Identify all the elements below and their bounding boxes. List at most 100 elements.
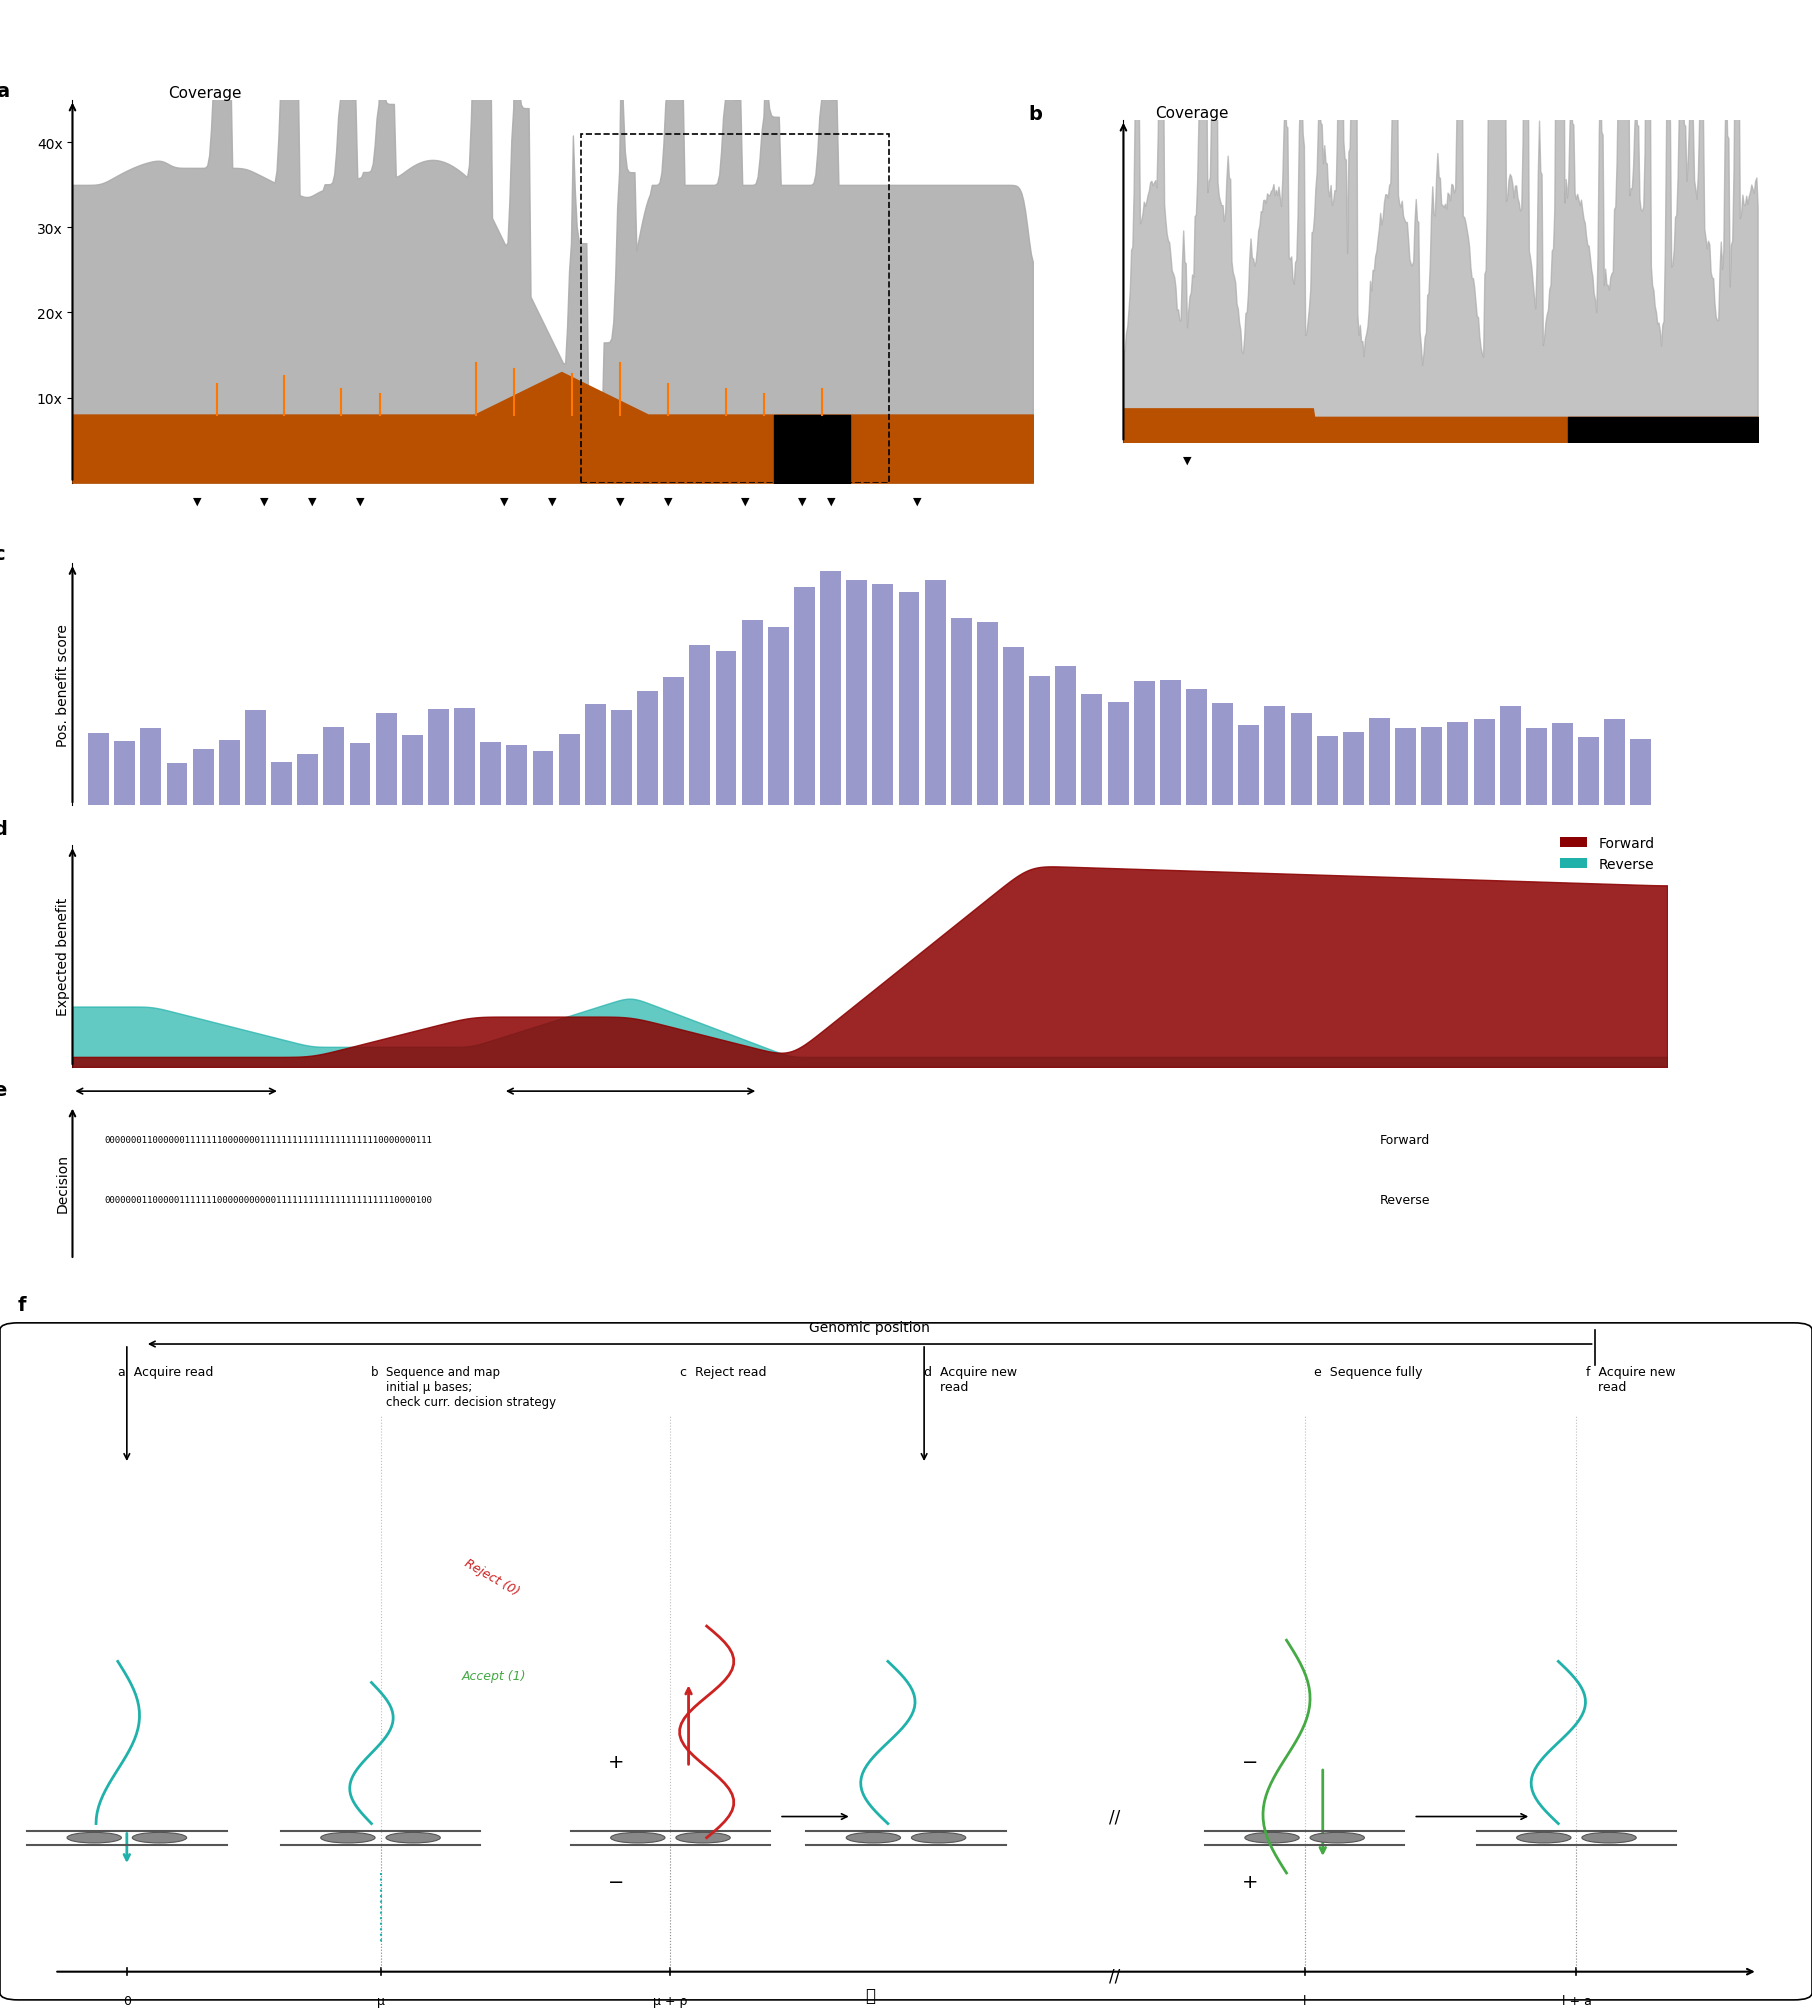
Bar (533, 755, 553, 806)
Bar (1160, 689, 1181, 806)
Bar (141, 737, 161, 806)
Text: μ + ρ: μ + ρ (654, 1994, 687, 2006)
Text: Forward: Forward (1381, 1134, 1430, 1146)
Bar (899, 584, 919, 806)
Ellipse shape (132, 1833, 187, 1843)
Text: −: − (607, 1873, 625, 1891)
Bar (1473, 705, 1495, 806)
Bar (741, 622, 763, 806)
Text: Genomic position: Genomic position (810, 1321, 930, 1333)
Text: μ: μ (377, 1994, 384, 2006)
Text: e  Sequence fully: e Sequence fully (1314, 1365, 1422, 1378)
Bar (1631, 721, 1651, 806)
Bar (951, 602, 971, 806)
Bar (1500, 719, 1520, 806)
Bar (558, 733, 580, 806)
Text: Coverage: Coverage (1156, 107, 1229, 121)
Text: ▼: ▼ (741, 495, 748, 506)
Bar (350, 731, 370, 806)
Bar (114, 749, 136, 806)
Bar (455, 729, 475, 806)
Bar (1029, 646, 1051, 806)
Text: b: b (1029, 105, 1042, 123)
Text: d: d (0, 820, 7, 838)
Bar (1448, 723, 1468, 806)
Bar (585, 697, 605, 806)
Ellipse shape (911, 1833, 966, 1843)
Text: ▼: ▼ (308, 495, 317, 506)
Bar (272, 749, 292, 806)
Bar (1343, 733, 1364, 806)
Text: ▼: ▼ (500, 495, 509, 506)
Bar (1317, 737, 1337, 806)
Bar (689, 646, 710, 806)
Bar (1107, 697, 1129, 806)
Text: ▼: ▼ (797, 495, 806, 506)
Bar (1055, 685, 1076, 806)
Bar (582, 135, 890, 483)
Bar (428, 707, 449, 806)
Bar (1526, 711, 1547, 806)
Bar (1238, 721, 1259, 806)
Text: +: + (1241, 1873, 1259, 1891)
Text: f: f (18, 1295, 27, 1313)
Text: a: a (0, 81, 9, 101)
Text: Accept (1): Accept (1) (462, 1670, 527, 1682)
Bar (1134, 681, 1154, 806)
Y-axis label: Decision: Decision (56, 1154, 69, 1212)
Y-axis label: Pos. benefit score: Pos. benefit score (56, 624, 69, 745)
Bar (846, 590, 868, 806)
Bar (1604, 715, 1625, 806)
Bar (1187, 717, 1207, 806)
Ellipse shape (1310, 1833, 1364, 1843)
Text: ▼: ▼ (913, 495, 922, 506)
Bar (821, 590, 841, 806)
Bar (1578, 735, 1598, 806)
Text: b  Sequence and map
    initial μ bases;
    check curr. decision strategy: b Sequence and map initial μ bases; chec… (371, 1365, 556, 1408)
Bar (297, 731, 319, 806)
Bar (1082, 671, 1102, 806)
Bar (977, 600, 998, 806)
Bar (506, 759, 527, 806)
Text: 0000000110000011111110000000000011111111111111111111110000100: 0000000110000011111110000000000011111111… (105, 1196, 433, 1204)
Text: ▼: ▼ (663, 495, 672, 506)
Ellipse shape (676, 1833, 730, 1843)
Ellipse shape (846, 1833, 901, 1843)
Text: ▼: ▼ (616, 495, 623, 506)
Ellipse shape (611, 1833, 665, 1843)
Bar (219, 719, 239, 806)
Text: //: // (1109, 1966, 1120, 1984)
Legend: Forward, Reverse: Forward, Reverse (1555, 830, 1660, 876)
Text: Reverse: Reverse (1381, 1194, 1430, 1206)
Ellipse shape (67, 1833, 121, 1843)
Text: ▼: ▼ (357, 495, 364, 506)
Text: d  Acquire new
    read: d Acquire new read (924, 1365, 1017, 1394)
Text: c: c (0, 544, 4, 564)
Ellipse shape (1245, 1833, 1299, 1843)
Bar (1290, 729, 1312, 806)
Ellipse shape (386, 1833, 440, 1843)
Text: f  Acquire new
   read: f Acquire new read (1586, 1365, 1674, 1394)
Bar (663, 646, 685, 806)
Bar (1421, 717, 1442, 806)
Text: ▼: ▼ (194, 495, 201, 506)
Bar (1553, 735, 1573, 806)
Bar (1212, 715, 1234, 806)
Bar (375, 759, 397, 806)
Bar (611, 681, 632, 806)
Text: ▼: ▼ (1183, 455, 1190, 465)
Text: a  Acquire read: a Acquire read (118, 1365, 214, 1378)
Bar (480, 715, 502, 806)
Bar (192, 745, 214, 806)
Bar (402, 753, 422, 806)
Text: ▼: ▼ (826, 495, 835, 506)
Text: l + a: l + a (1562, 1994, 1591, 2006)
Text: //: // (1109, 1809, 1120, 1825)
Text: +: + (607, 1752, 625, 1770)
Text: 0: 0 (123, 1994, 130, 2006)
Bar (794, 622, 815, 806)
Bar (924, 602, 946, 806)
Bar (638, 671, 658, 806)
Text: l: l (1303, 1994, 1306, 2006)
Text: Coverage: Coverage (169, 87, 243, 101)
